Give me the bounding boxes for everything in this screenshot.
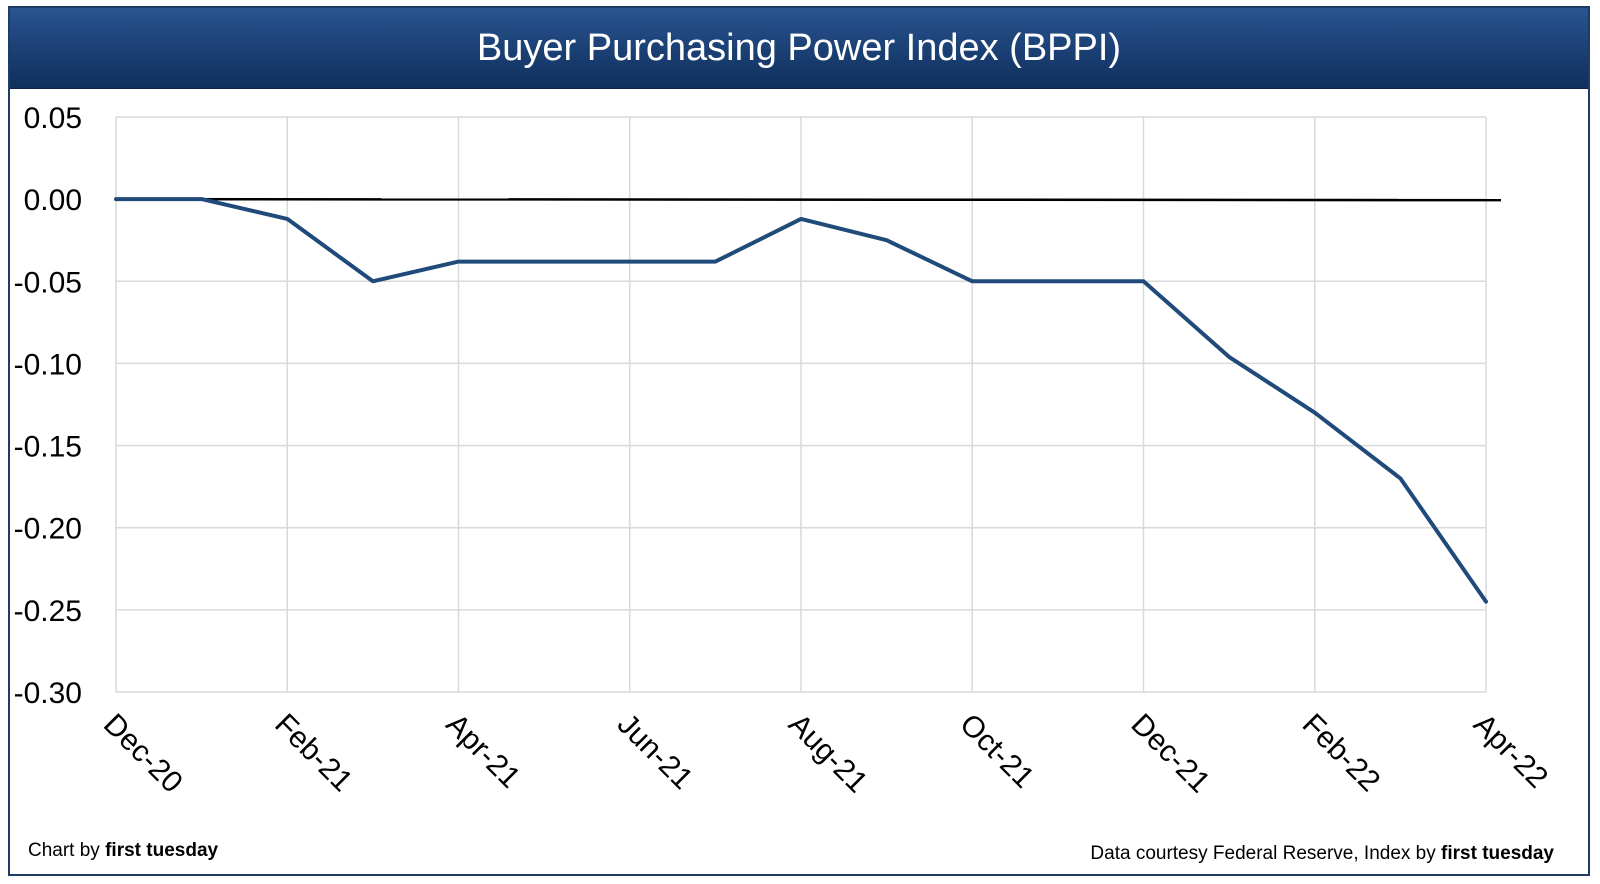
x-tick-label: Aug-21 (782, 708, 874, 800)
y-tick-label: -0.30 (14, 677, 82, 710)
x-tick-label: Apr-22 (1467, 708, 1554, 795)
chart-title: Buyer Purchasing Power Index (BPPI) (476, 27, 1122, 69)
y-tick-label: -0.10 (14, 348, 82, 381)
x-tick-label: Dec-20 (97, 708, 189, 800)
y-tick-label: -0.25 (14, 595, 82, 628)
series (114, 197, 1488, 604)
chart-credit-prefix: Chart by (28, 840, 106, 861)
data-source-prefix: Data courtesy Federal Reserve, Index by (1090, 843, 1442, 864)
chart-frame: Buyer Purchasing Power Index (BPPI) (8, 6, 1590, 876)
zero-reference-line (115, 197, 1502, 202)
x-tick-label: Feb-21 (268, 708, 359, 799)
y-tick-label: 0.00 (24, 184, 82, 217)
x-tick-label: Apr-21 (440, 708, 527, 795)
data-source-credit: Data courtesy Federal Reserve, Index by … (1090, 843, 1554, 865)
y-tick-label: -0.15 (14, 431, 82, 464)
x-tick-label: Oct-21 (953, 708, 1040, 795)
title-bar: Buyer Purchasing Power Index (BPPI) (10, 8, 1588, 89)
zero-line (115, 197, 1502, 202)
x-tick-label: Jun-21 (611, 708, 699, 796)
x-tick-label: Feb-22 (1296, 708, 1387, 799)
chart-credit: Chart by first tuesday (28, 840, 218, 862)
y-tick-label: -0.20 (14, 513, 82, 546)
data-source-brand: first tuesday (1441, 843, 1554, 864)
gridlines (115, 116, 1487, 693)
y-tick-label: 0.05 (24, 102, 82, 135)
y-tick-label: -0.05 (14, 266, 82, 299)
chart-credit-brand: first tuesday (105, 840, 219, 861)
y-axis-ticks: 0.05 0.00 -0.05 -0.10 -0.15 -0.20 -0.25 -0.30 (14, 102, 82, 710)
x-tick-label: Dec-21 (1125, 708, 1217, 800)
x-axis-ticks: Dec-20 Feb-21 Apr-21 Jun-21 Aug-21 Oct-21 Dec-… (97, 708, 1554, 800)
